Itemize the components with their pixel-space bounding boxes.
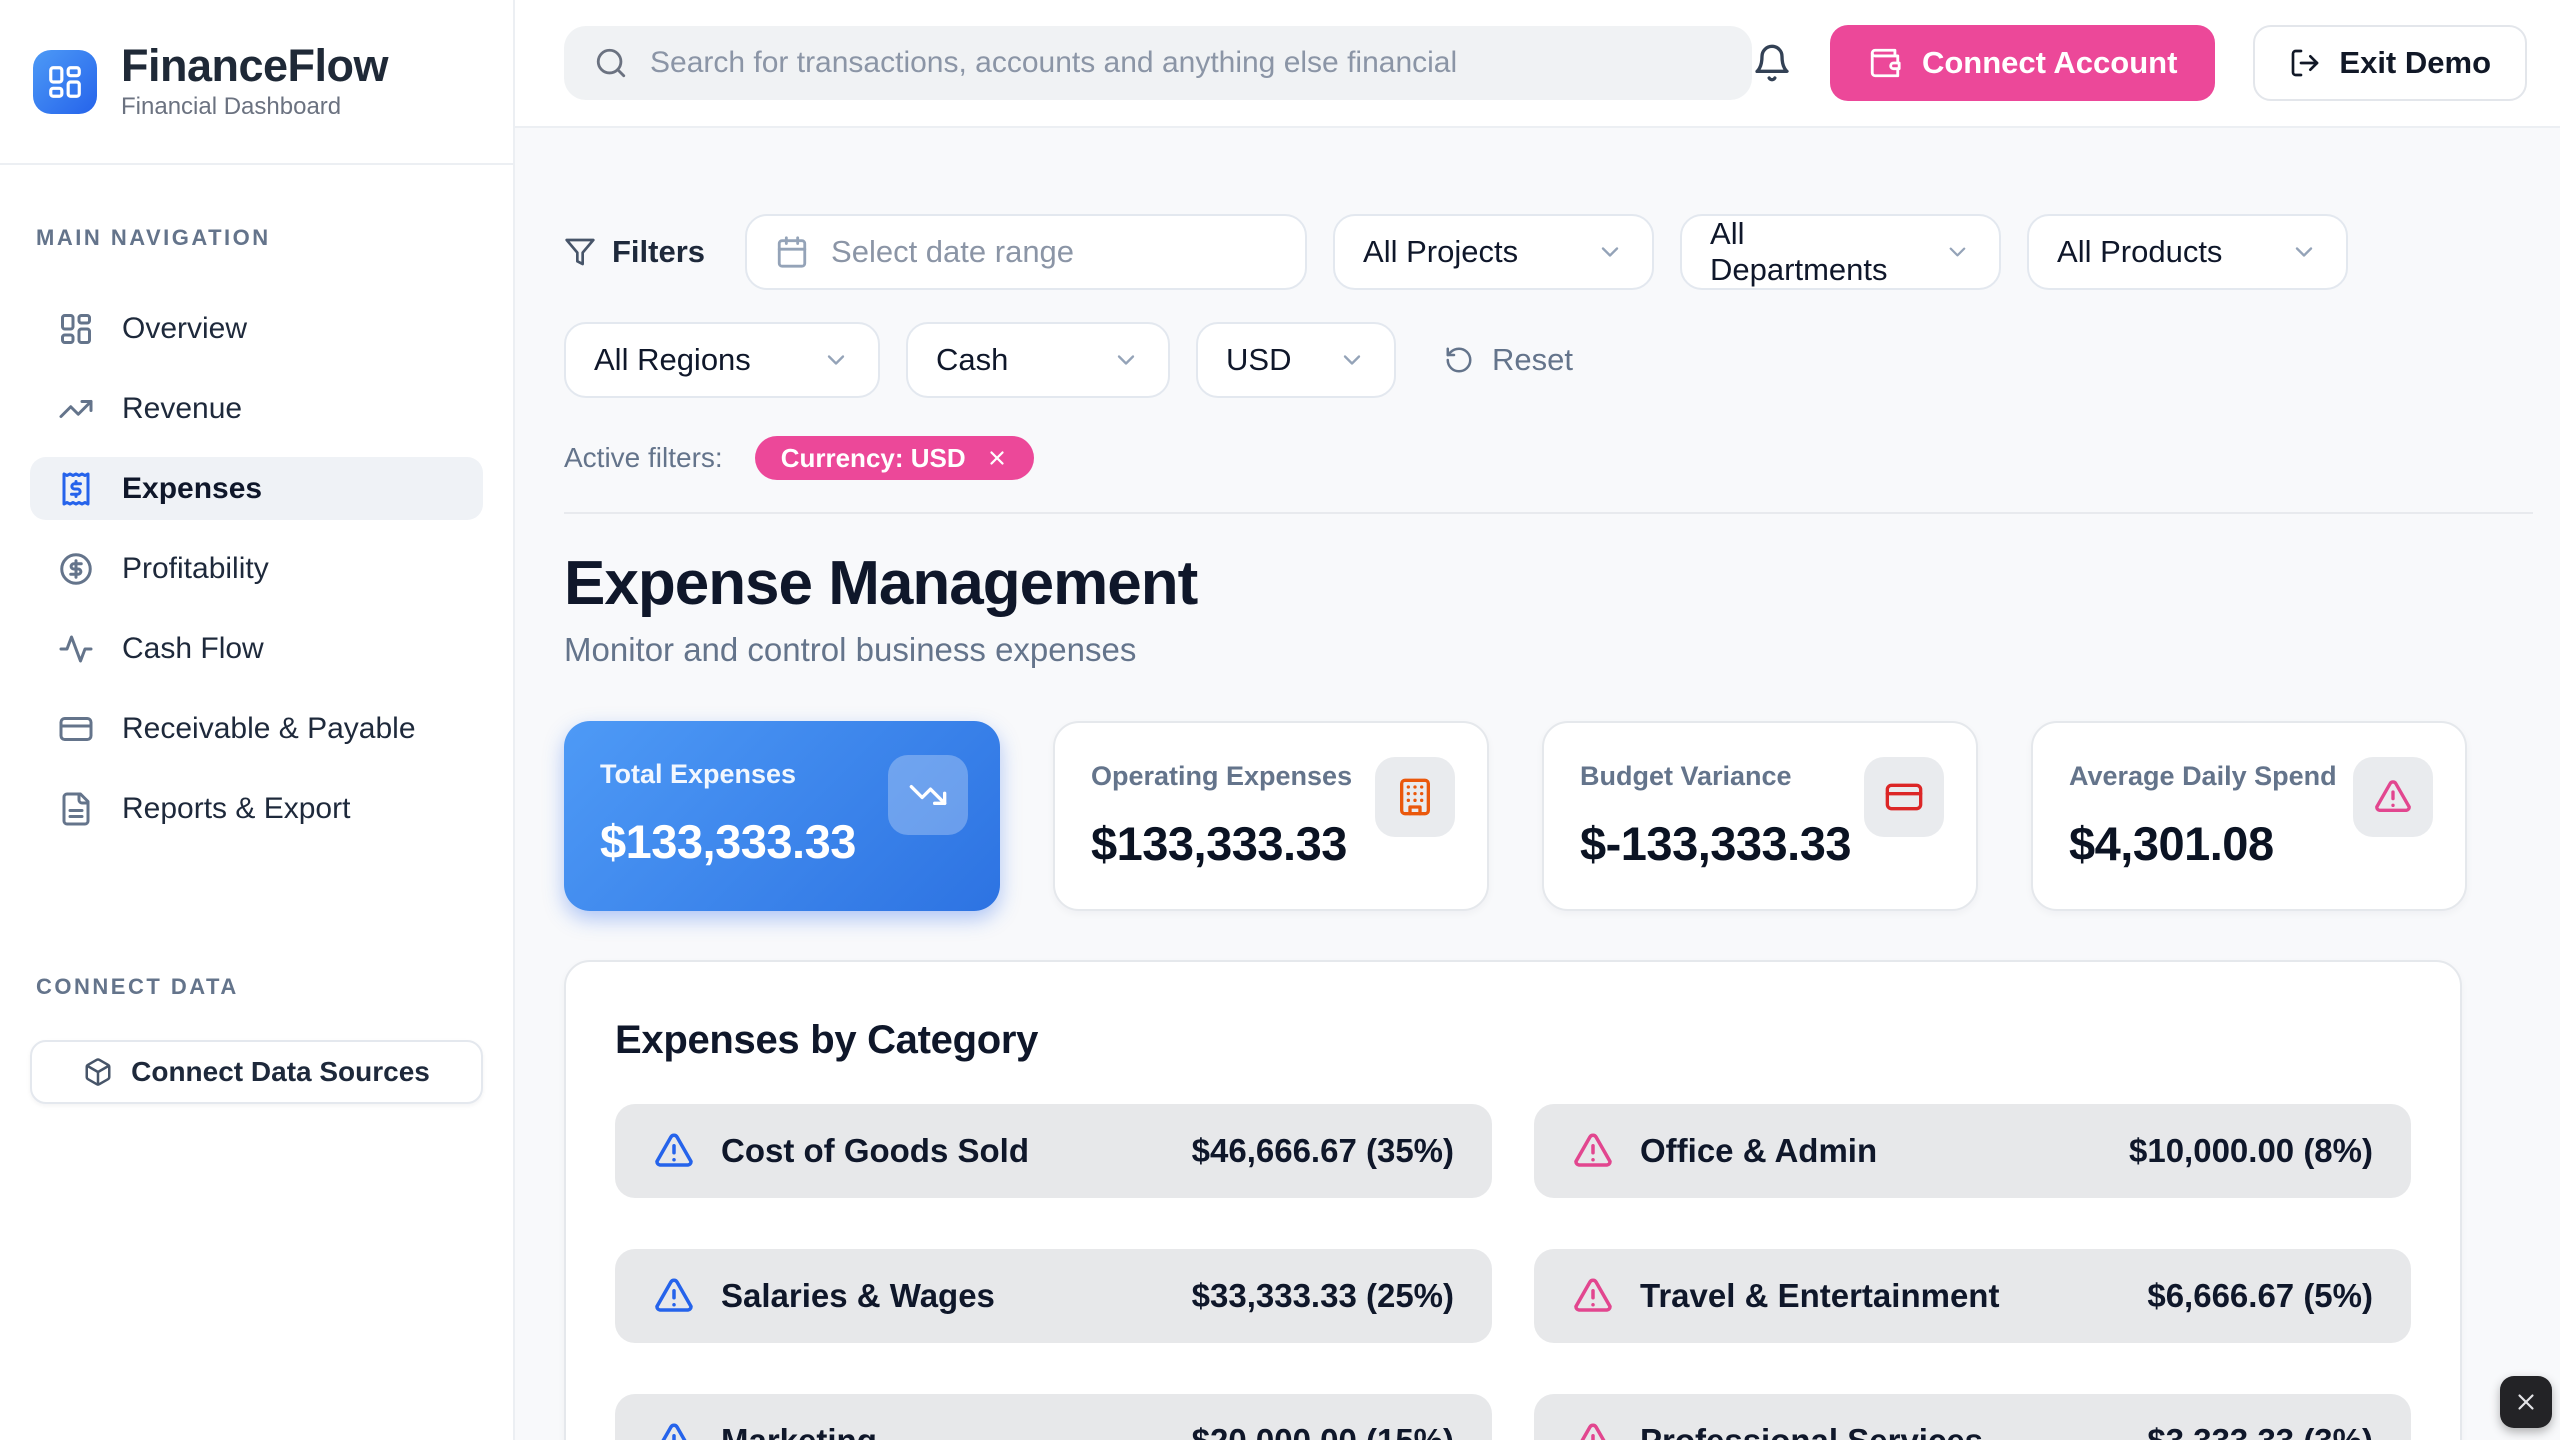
chevron-down-icon	[1601, 247, 1619, 257]
expenses-by-category-card: Expenses by Category Cost of Goods Sold …	[564, 960, 2462, 1440]
close-icon	[2518, 1394, 2534, 1410]
departments-select[interactable]: All Departments	[1680, 214, 2002, 290]
trending-down-icon	[909, 785, 947, 805]
main-navigation: Overview Revenue Expenses Profitability …	[0, 297, 513, 840]
date-range-input[interactable]: Select date range	[745, 214, 1308, 290]
filters-row-2: All Regions Cash USD Reset	[564, 322, 2533, 398]
building-icon	[1399, 778, 1431, 816]
chevron-down-icon	[1949, 247, 1966, 257]
app-title: FinanceFlow	[121, 39, 389, 91]
active-filters-label: Active filters:	[564, 442, 723, 473]
sidebar-item-profitability[interactable]: Profitability	[30, 537, 483, 600]
wallet-icon	[1870, 48, 1901, 78]
funnel-icon	[565, 238, 595, 266]
content: Filters Select date range All Projects A…	[515, 128, 2560, 1440]
category-row-salaries-wages: Salaries & Wages $33,333.33 (25%)	[615, 1249, 1492, 1343]
stat-card-average-daily-spend: Average Daily Spend $4,301.08	[2031, 721, 2467, 911]
connect-data-header: CONNECT DATA	[36, 974, 239, 999]
category-row-travel-entertainment: Travel & Entertainment $6,666.67 (5%)	[1534, 1249, 2411, 1343]
currency-select[interactable]: USD	[1196, 322, 1396, 398]
page-subtitle: Monitor and control business expenses	[564, 631, 1137, 668]
filters-row-1: Filters Select date range All Projects A…	[564, 214, 2533, 290]
projects-select[interactable]: All Projects	[1333, 214, 1655, 290]
sidebar-item-reports-export[interactable]: Reports & Export	[30, 777, 483, 840]
search-icon	[596, 48, 626, 78]
search-box	[564, 26, 1752, 100]
active-filters-row: Active filters: Currency: USD	[564, 436, 2533, 480]
brand: FinanceFlow Financial Dashboard	[0, 0, 513, 165]
notifications-button[interactable]	[1752, 43, 1792, 83]
payment-method-select[interactable]: Cash	[906, 322, 1170, 398]
products-select[interactable]: All Products	[2027, 214, 2349, 290]
dollar-circle-icon	[60, 552, 92, 585]
stat-cards: Total Expenses $133,333.33 Operating Exp…	[564, 721, 2533, 911]
sidebar-item-overview[interactable]: Overview	[30, 297, 483, 360]
chevron-down-icon	[1117, 355, 1135, 365]
alert-triangle-icon	[655, 1423, 693, 1440]
topbar: Connect Account Exit Demo	[515, 0, 2560, 128]
category-section-title: Expenses by Category	[615, 1018, 1039, 1062]
category-list: Cost of Goods Sold $46,666.67 (35%) Offi…	[615, 1104, 2411, 1440]
page-title: Expense Management	[564, 549, 1198, 618]
sidebar-item-expenses[interactable]: Expenses	[30, 457, 483, 520]
stat-card-total-expenses: Total Expenses $133,333.33	[564, 721, 1000, 911]
activity-icon	[59, 635, 93, 662]
filters-label: Filters	[564, 234, 719, 270]
dashboard-grid-icon	[61, 313, 91, 344]
alert-triangle-icon	[655, 1133, 693, 1167]
alert-triangle-icon	[2375, 780, 2411, 812]
app-logo-icon	[33, 49, 97, 114]
exit-demo-button[interactable]: Exit Demo	[2253, 25, 2527, 101]
category-row-office-admin: Office & Admin $10,000.00 (8%)	[1534, 1104, 2411, 1198]
file-text-icon	[62, 792, 90, 825]
alert-triangle-icon	[1574, 1423, 1612, 1440]
sidebar-item-cash-flow[interactable]: Cash Flow	[30, 617, 483, 680]
logout-icon	[2292, 49, 2319, 77]
calendar-icon	[777, 236, 807, 268]
chevron-down-icon	[1343, 355, 1361, 365]
bell-icon	[1755, 44, 1789, 82]
receipt-icon	[62, 472, 90, 505]
app-subtitle: Financial Dashboard	[121, 93, 342, 121]
sidebar: FinanceFlow Financial Dashboard MAIN NAV…	[0, 0, 515, 1440]
connect-account-button[interactable]: Connect Account	[1829, 25, 2216, 101]
chevron-down-icon	[2295, 247, 2313, 257]
connect-data-sources-button[interactable]: Connect Data Sources	[30, 1040, 483, 1104]
regions-select[interactable]: All Regions	[564, 322, 880, 398]
currency-filter-chip[interactable]: Currency: USD	[754, 436, 1034, 480]
reset-filters-button[interactable]: Reset	[1444, 342, 1573, 378]
alert-triangle-icon	[1574, 1278, 1612, 1312]
category-row-cost-of-goods-sold: Cost of Goods Sold $46,666.67 (35%)	[615, 1104, 1492, 1198]
close-button[interactable]	[2500, 1376, 2552, 1428]
credit-card-icon	[59, 716, 93, 741]
cube-icon	[85, 1058, 111, 1086]
trending-up-icon	[59, 399, 93, 418]
chevron-down-icon	[827, 355, 845, 365]
sidebar-item-revenue[interactable]: Revenue	[30, 377, 483, 440]
stat-card-budget-variance: Budget Variance $-133,333.33	[1542, 721, 1978, 911]
section-divider	[564, 512, 2533, 514]
stat-card-operating-expenses: Operating Expenses $133,333.33	[1053, 721, 1489, 911]
remove-filter-icon[interactable]	[986, 447, 1008, 469]
category-row-marketing: Marketing $20,000.00 (15%)	[615, 1394, 1492, 1440]
nav-section-header: MAIN NAVIGATION	[36, 225, 271, 250]
rotate-ccw-icon	[1446, 347, 1472, 373]
main-panel: Connect Account Exit Demo Filters Select…	[515, 0, 2560, 1440]
alert-triangle-icon	[655, 1278, 693, 1312]
credit-card-icon	[1885, 783, 1923, 811]
search-input[interactable]	[650, 46, 1722, 80]
sidebar-item-receivable-payable[interactable]: Receivable & Payable	[30, 697, 483, 760]
category-row-professional-services: Professional Services $3,333.33 (3%)	[1534, 1394, 2411, 1440]
alert-triangle-icon	[1574, 1133, 1612, 1167]
